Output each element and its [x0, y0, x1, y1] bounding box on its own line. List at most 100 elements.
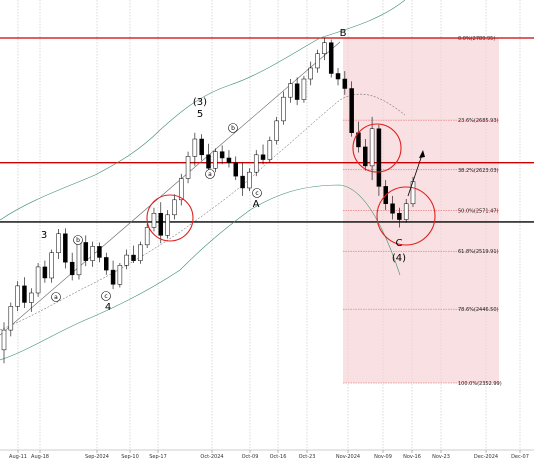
- candle: [158, 202, 164, 244]
- wave-label-circled: b: [228, 123, 238, 133]
- highlight-circle-1: [146, 194, 194, 242]
- x-tick-label: Oct-2024: [200, 454, 223, 460]
- candle: [56, 229, 61, 260]
- wave-label-circled: c: [101, 291, 111, 301]
- trend-channel-line: [0, 41, 341, 336]
- x-tick-label: Aug-18: [31, 454, 49, 460]
- candle: [233, 156, 239, 181]
- candle: [274, 116, 279, 145]
- candle: [8, 302, 14, 337]
- fib-label: 38.2%(2623.03): [458, 168, 499, 174]
- candle: [253, 150, 259, 177]
- candle: [335, 67, 341, 86]
- fib-label: 23.6%(2685.93): [458, 118, 499, 124]
- candle: [29, 288, 34, 312]
- wave-label: A: [253, 199, 260, 210]
- wave-label: 3: [41, 230, 47, 241]
- candle: [15, 281, 20, 312]
- fib-label: 100.0%(2352.99): [458, 381, 502, 387]
- highlight-circle-3: [376, 186, 436, 246]
- svg-text:a: a: [54, 294, 58, 301]
- candle: [42, 260, 48, 283]
- candle: [349, 81, 354, 137]
- candle: [90, 241, 95, 267]
- candlesticks: [1, 37, 416, 364]
- candle: [97, 242, 102, 263]
- wave-label: C: [396, 238, 403, 249]
- svg-text:b: b: [231, 125, 235, 132]
- wave-label-circled: a: [51, 292, 61, 302]
- candle: [301, 75, 307, 103]
- bollinger-upper-band: [0, 0, 406, 221]
- candle: [206, 143, 211, 173]
- candle: [363, 139, 368, 171]
- x-tick-label: Dec-2024: [474, 454, 498, 460]
- candle: [219, 145, 225, 165]
- candle: [199, 134, 204, 161]
- candle: [308, 61, 313, 86]
- candle: [104, 252, 109, 275]
- candle: [151, 207, 157, 232]
- x-tick-label: Nov-23: [432, 454, 450, 460]
- moving-average: [0, 93, 406, 331]
- fib-label: 50.0%(2571.47): [458, 209, 499, 215]
- svg-text:c: c: [104, 293, 107, 300]
- candle: [138, 241, 143, 264]
- wave-label-circled: a: [205, 169, 215, 179]
- wave-label-circled: b: [73, 235, 83, 245]
- candle: [342, 71, 348, 95]
- bollinger-lower-band: [0, 184, 401, 361]
- candle: [226, 150, 232, 168]
- x-axis: Aug-11 Aug-18 Sep-2024 Sep-10 Sep-17 Oct-2024…: [0, 449, 534, 460]
- candle: [76, 239, 82, 280]
- candle: [260, 144, 266, 165]
- wave-label: 5: [197, 109, 203, 120]
- x-tick-label: Sep-17: [149, 454, 167, 460]
- candle: [22, 277, 27, 308]
- wave-label-circled: c: [252, 188, 262, 198]
- x-tick-label: Sep-10: [121, 454, 139, 460]
- candle: [322, 37, 327, 61]
- candle: [69, 252, 75, 281]
- x-tick-label: Aug-11: [9, 454, 27, 460]
- svg-text:a: a: [208, 171, 212, 178]
- candle: [178, 173, 184, 206]
- x-tick-label: Sep-2024: [85, 454, 109, 460]
- candle: [172, 194, 177, 220]
- candle: [1, 322, 7, 364]
- candle: [390, 195, 395, 220]
- candle: [49, 249, 54, 283]
- x-tick-label: Oct-09: [242, 454, 259, 460]
- candle: [131, 245, 136, 263]
- candle: [213, 148, 218, 173]
- candle: [117, 262, 123, 288]
- x-tick-label: Oct-23: [299, 454, 316, 460]
- wave-label: B: [340, 28, 347, 39]
- x-tick-label: Nov-09: [374, 454, 392, 460]
- wave-label: (3): [193, 97, 207, 108]
- candle: [315, 49, 320, 73]
- candle: [281, 91, 286, 125]
- candle: [369, 116, 375, 181]
- up-arrow: [407, 150, 425, 197]
- candle: [124, 249, 129, 270]
- candle: [165, 210, 170, 239]
- candle: [397, 207, 402, 228]
- candle: [376, 124, 382, 196]
- candle: [144, 223, 150, 248]
- candle: [63, 228, 68, 269]
- svg-text:b: b: [76, 237, 80, 244]
- fib-label: 61.8%(2519.91): [458, 249, 499, 255]
- x-tick-label: Dec-07: [511, 454, 529, 460]
- svg-text:c: c: [255, 190, 258, 197]
- highlight-circle-2: [352, 123, 402, 173]
- candle: [185, 151, 191, 184]
- wave-label: 4: [105, 302, 111, 313]
- fib-label: 0.0%(2789.95): [458, 36, 495, 42]
- fib-label: 78.6%(2446.50): [458, 307, 499, 313]
- candle: [240, 162, 245, 196]
- candle: [294, 77, 300, 106]
- candle: [247, 168, 252, 192]
- candle: [328, 39, 334, 78]
- x-tick-label: Nov-2024: [336, 454, 360, 460]
